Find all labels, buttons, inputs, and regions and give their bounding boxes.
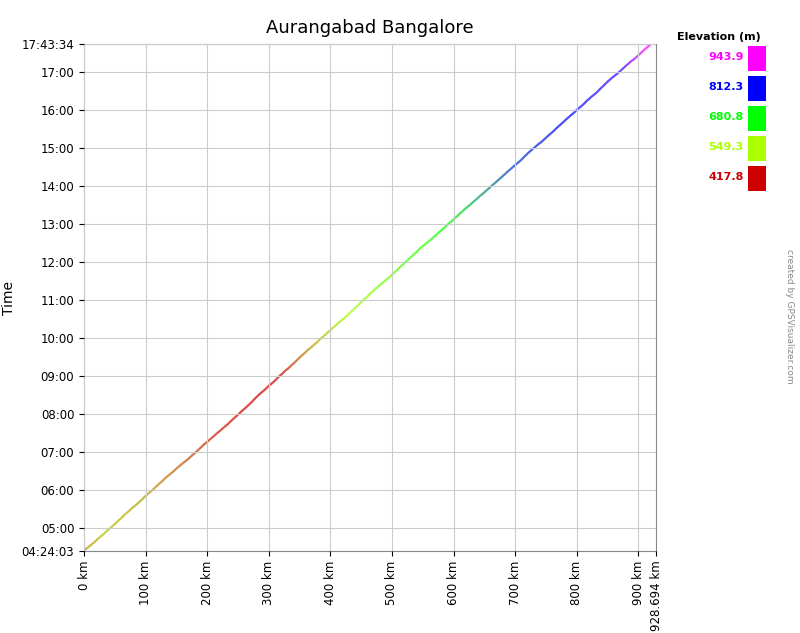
Y-axis label: Time: Time	[2, 280, 16, 315]
Text: created by GPSVisualizer.com: created by GPSVisualizer.com	[786, 249, 794, 384]
Bar	[748, 76, 766, 101]
Bar	[748, 106, 766, 132]
Text: 812.3: 812.3	[708, 82, 743, 92]
Text: Elevation (m): Elevation (m)	[678, 32, 761, 42]
Bar	[748, 166, 766, 192]
Text: 417.8: 417.8	[708, 172, 743, 182]
Text: 549.3: 549.3	[708, 142, 743, 152]
Text: 680.8: 680.8	[708, 112, 743, 122]
Text: 943.9: 943.9	[708, 52, 743, 62]
Bar	[748, 46, 766, 71]
Bar	[748, 136, 766, 161]
Title: Aurangabad Bangalore: Aurangabad Bangalore	[266, 19, 474, 37]
